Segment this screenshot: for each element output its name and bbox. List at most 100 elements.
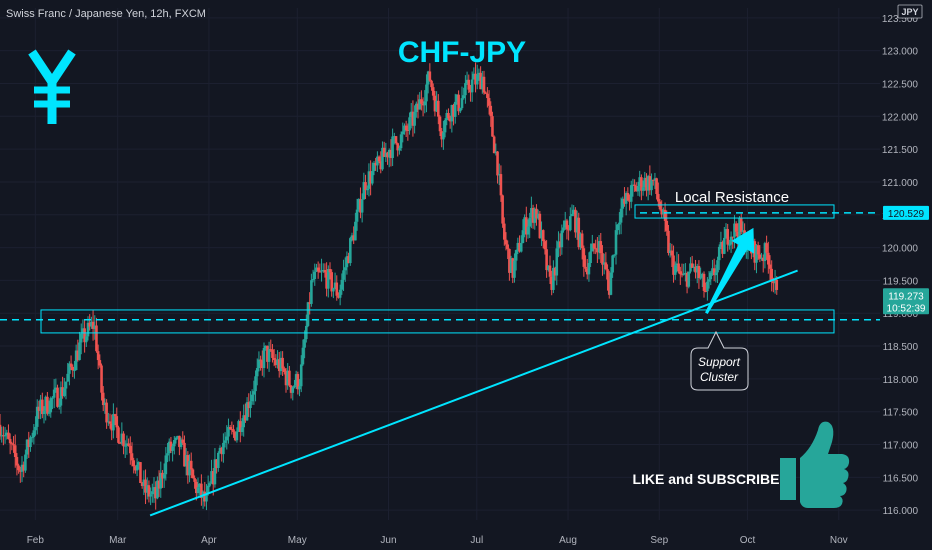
candle-body — [565, 220, 569, 230]
candle-body — [259, 359, 262, 361]
price-tick-label: 117.500 — [883, 408, 919, 419]
candle-body — [64, 381, 68, 389]
support-label-line1: Support — [698, 355, 741, 369]
candle-body — [629, 185, 633, 202]
candle-body — [765, 243, 768, 253]
time-tick-label: Apr — [201, 535, 217, 546]
candle-body — [580, 233, 584, 249]
candle-body — [181, 439, 185, 443]
candle-body — [719, 241, 723, 247]
candle-body — [775, 279, 779, 290]
candle-body — [616, 224, 619, 231]
candle-body — [35, 406, 39, 427]
candle-body — [2, 435, 5, 437]
candle-body — [396, 143, 399, 151]
candle-body — [140, 483, 144, 487]
candle-body — [218, 447, 222, 453]
candle-body — [215, 459, 218, 468]
candle-body — [741, 230, 745, 232]
candle-body — [335, 282, 339, 296]
candle-body — [291, 387, 295, 393]
candle-body — [41, 399, 44, 415]
candle-body — [294, 374, 298, 386]
candle-body — [200, 483, 203, 498]
candle-body — [135, 464, 139, 471]
candle-body — [49, 398, 53, 413]
candle-body — [707, 279, 711, 282]
candle-body — [13, 445, 17, 458]
candle-body — [68, 363, 71, 374]
candle-body — [684, 272, 687, 274]
time-axis[interactable]: Feb Mar Apr May Jun Jul Aug Sep Oct Nov — [27, 535, 848, 546]
candle-body — [242, 415, 245, 428]
candle-body — [184, 455, 188, 467]
candle-body — [423, 101, 427, 106]
candle-body — [680, 274, 684, 276]
candle-body — [288, 370, 291, 386]
candle-body — [631, 184, 635, 186]
candle-body — [689, 263, 692, 272]
candle-body — [677, 263, 680, 272]
candle-body — [365, 188, 369, 191]
candle-body — [134, 466, 137, 471]
candle-body — [442, 132, 445, 140]
candle-body — [584, 266, 587, 269]
candle-body — [501, 195, 504, 224]
price-tick-label: 118.500 — [883, 342, 919, 353]
candle-body — [611, 255, 614, 273]
candle-body — [274, 360, 278, 366]
candle-body — [205, 493, 208, 502]
resistance-price-badge: 120.529 — [883, 205, 929, 220]
candle-body — [589, 251, 592, 264]
candle-body — [284, 371, 288, 386]
candle-body — [44, 396, 47, 411]
candle-body — [712, 268, 716, 276]
candle-body — [247, 402, 251, 409]
candle-body — [562, 227, 565, 231]
candle-body — [105, 402, 108, 423]
price-tick-label: 123.500 — [882, 14, 919, 25]
candle-body — [415, 103, 418, 113]
candle-body — [724, 229, 728, 238]
candle-body — [52, 389, 56, 398]
candle-body — [745, 250, 748, 252]
candle-body — [112, 414, 115, 431]
candle-body — [347, 256, 350, 264]
candle-body — [29, 437, 32, 448]
candle-body — [465, 79, 469, 84]
candle-body — [333, 282, 337, 289]
candle-body — [195, 481, 198, 494]
candle-body — [528, 217, 531, 227]
candle-body — [437, 100, 440, 117]
candle-body — [635, 185, 638, 192]
candle-body — [250, 394, 254, 402]
svg-text:119.273: 119.273 — [888, 291, 924, 302]
candle-body — [728, 244, 731, 246]
candle-body — [118, 442, 122, 444]
candle-body — [159, 472, 163, 489]
thumbs-up-icon[interactable] — [780, 421, 850, 508]
candle-body — [100, 365, 103, 393]
candle-body — [311, 279, 315, 281]
candle-body — [574, 209, 577, 233]
candle-body — [651, 179, 655, 181]
candle-body — [579, 233, 582, 248]
candle-body — [345, 256, 349, 268]
candle-body — [54, 387, 58, 390]
candle-body — [73, 370, 76, 372]
candle-body — [607, 279, 611, 295]
candle-body — [193, 478, 196, 482]
candle-body — [697, 265, 701, 279]
price-tick-label: 119.500 — [883, 276, 919, 287]
candle-body — [122, 433, 125, 447]
candle-body — [142, 479, 146, 487]
candle-body — [57, 405, 61, 407]
symbol-title: Swiss Franc / Japanese Yen, 12h, FXCM — [6, 8, 206, 20]
candle-body — [413, 112, 416, 126]
candle-body — [435, 100, 438, 112]
support-label-line2: Cluster — [700, 370, 739, 384]
candle-body — [71, 366, 75, 371]
candle-body — [624, 193, 628, 204]
candle-body — [381, 147, 384, 170]
